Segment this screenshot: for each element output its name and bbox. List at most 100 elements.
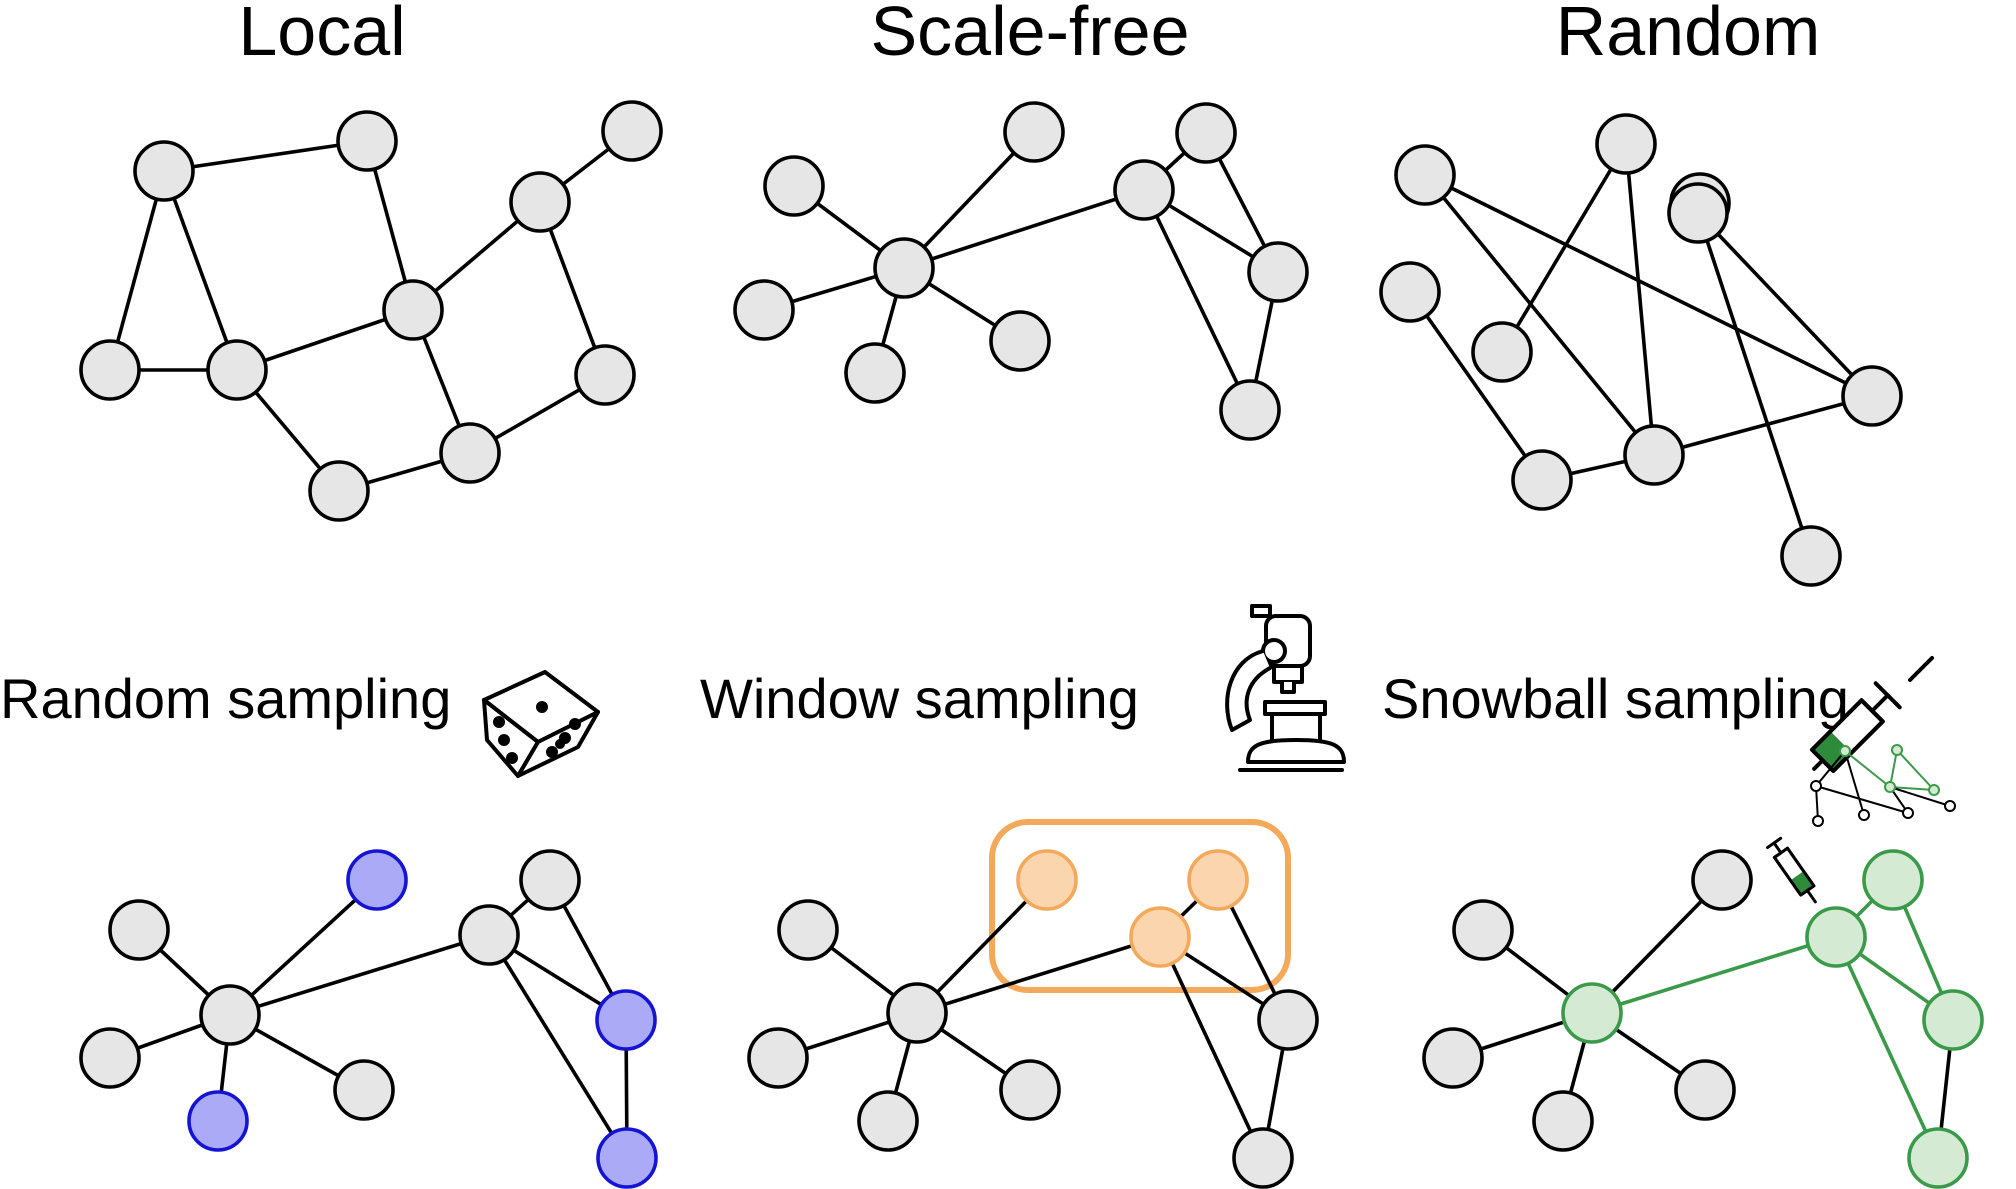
- snowball-sampling-network-node: [1674, 1059, 1736, 1121]
- local-network-node: [574, 344, 636, 406]
- random-sampling-network-edge: [228, 878, 379, 1017]
- scale-free-network-node: [989, 310, 1051, 372]
- mini-node: [1902, 807, 1914, 819]
- mini-edge: [1815, 785, 1909, 814]
- window-sampling-network-node: [777, 899, 839, 961]
- mini-node: [1810, 780, 1822, 792]
- snowball-sampling-network-node: [1907, 1127, 1969, 1189]
- random-network-node: [1394, 144, 1456, 206]
- random-network-edge: [1624, 143, 1656, 456]
- scale-free-network-edge: [903, 188, 1145, 270]
- network-mini-icon: [1810, 744, 1956, 827]
- snowball-sampling-network: [1422, 849, 1984, 1189]
- microscope-icon: [1225, 604, 1346, 772]
- label-random-sampling: Random sampling: [0, 667, 451, 730]
- local-network-edge: [236, 308, 414, 372]
- window-sampling-network: [747, 849, 1319, 1189]
- local-network-node: [206, 339, 268, 401]
- random-network: [1379, 113, 1903, 587]
- window-sampling-network-node: [857, 1090, 919, 1152]
- mini-node: [1884, 781, 1896, 793]
- random-network-edge: [1423, 173, 1656, 457]
- dice-icon: [482, 670, 600, 778]
- random-sampling-network-node: [79, 1027, 141, 1089]
- window-sampling-network-node: [1016, 849, 1078, 911]
- random-network-node: [1511, 449, 1573, 511]
- snowball-sampling-network-edge: [1834, 936, 1940, 1159]
- random-network-node: [1667, 182, 1729, 244]
- scale-free-network-node: [873, 237, 935, 299]
- title-random: Random: [1556, 0, 1821, 70]
- scale-free-network-node: [1247, 241, 1309, 303]
- window-sampling-network-node: [1129, 906, 1191, 968]
- scale-free-network-node: [1175, 102, 1237, 164]
- window-sampling-network-node: [1257, 989, 1319, 1051]
- random-network-node: [1780, 525, 1842, 587]
- snowball-sampling-network-node: [1922, 989, 1984, 1051]
- scale-free-network-node: [844, 342, 906, 404]
- local-network-node: [79, 339, 141, 401]
- label-snowball-sampling: Snowball sampling: [1382, 667, 1849, 730]
- local-network-node: [336, 110, 398, 172]
- random-sampling-network-edge: [229, 933, 490, 1017]
- snowball-sampling-network-node: [1452, 899, 1514, 961]
- mini-edge: [1889, 749, 1898, 788]
- snowball-sampling-network-node: [1691, 849, 1753, 911]
- mini-edge: [1889, 786, 1951, 807]
- random-network-edge: [1696, 211, 1874, 398]
- window-sampling-network-node: [886, 982, 948, 1044]
- window-sampling-network-edge: [1158, 936, 1265, 1159]
- local-network-node: [601, 100, 663, 162]
- scale-free-network: [733, 101, 1309, 441]
- random-sampling-network-edge: [487, 934, 629, 1159]
- window-sampling-network-edge: [916, 935, 1161, 1015]
- random-sampling-network-node: [595, 989, 657, 1051]
- scale-free-network-edge: [902, 130, 1036, 270]
- mini-node: [1944, 800, 1956, 812]
- random-sampling-network-node: [187, 1090, 249, 1152]
- mini-edge: [1896, 749, 1935, 791]
- mini-node: [1891, 744, 1903, 756]
- mini-node: [1812, 815, 1824, 827]
- random-network-node: [1841, 365, 1903, 427]
- window-sampling-network-node: [747, 1027, 809, 1089]
- local-network-edge: [108, 170, 166, 371]
- window-sampling-network-node: [999, 1059, 1061, 1121]
- random-sampling-network-node: [458, 904, 520, 966]
- mini-edge: [1889, 786, 1935, 791]
- mini-edge: [1844, 750, 1891, 788]
- random-network-edge: [1653, 394, 1873, 457]
- random-sampling-network-node: [333, 1059, 395, 1121]
- random-network-edge: [1408, 290, 1544, 482]
- mini-node: [1839, 745, 1851, 757]
- random-network-edge: [1424, 173, 1873, 398]
- random-network-node: [1595, 113, 1657, 175]
- scale-free-network-node: [733, 279, 795, 341]
- mini-edge: [1815, 750, 1846, 787]
- local-network-edge: [163, 139, 368, 173]
- mini-node: [1928, 784, 1940, 796]
- mini-edge: [1844, 750, 1865, 816]
- snowball-sampling-network-node: [1561, 982, 1623, 1044]
- window-sampling-network-node: [1232, 1127, 1294, 1189]
- local-network-node: [308, 460, 370, 522]
- local-network-node: [509, 171, 571, 233]
- random-sampling-network-node: [346, 849, 408, 911]
- random-network-edge: [1500, 143, 1628, 353]
- scale-free-network-edge: [1142, 189, 1252, 411]
- local-network-edge: [162, 170, 239, 371]
- title-scale-free: Scale-free: [870, 0, 1189, 70]
- random-sampling-network: [79, 849, 658, 1189]
- window-frame: [989, 819, 1291, 993]
- syringe-icon: [1810, 656, 1934, 773]
- random-network-node: [1379, 261, 1441, 323]
- scale-free-network-node: [1003, 101, 1065, 163]
- random-sampling-network-node: [519, 849, 581, 911]
- snowball-sampling-network-edge: [1591, 935, 1837, 1015]
- random-sampling-network-node: [596, 1127, 658, 1189]
- snowball-sampling-network-node: [1422, 1027, 1484, 1089]
- mini-node: [1858, 809, 1870, 821]
- title-local: Local: [238, 0, 405, 70]
- random-network-node: [1623, 424, 1685, 486]
